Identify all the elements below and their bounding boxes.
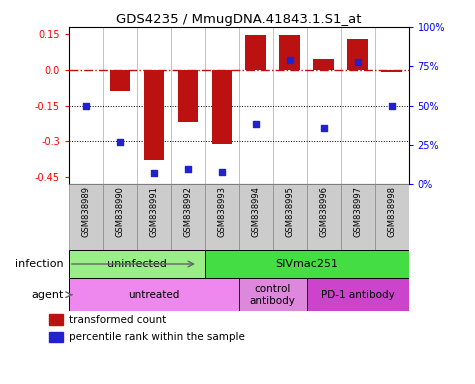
Bar (49, 332, 63, 342)
FancyBboxPatch shape (238, 278, 307, 311)
FancyBboxPatch shape (307, 184, 341, 250)
Text: GSM838991: GSM838991 (149, 186, 158, 237)
Bar (381, 70, 402, 72)
Text: infection: infection (16, 259, 64, 269)
Text: GSM838994: GSM838994 (251, 186, 260, 237)
Text: percentile rank within the sample: percentile rank within the sample (69, 332, 245, 342)
Bar (110, 70, 130, 91)
FancyBboxPatch shape (69, 250, 205, 278)
Text: PD-1 antibody: PD-1 antibody (321, 290, 394, 300)
FancyBboxPatch shape (69, 184, 103, 250)
Point (218, 169, 226, 175)
Point (252, 121, 259, 127)
Bar (178, 70, 198, 122)
Text: GSM838993: GSM838993 (217, 186, 226, 237)
Bar (211, 70, 232, 144)
FancyBboxPatch shape (238, 184, 273, 250)
Bar (143, 70, 164, 161)
Text: transformed count: transformed count (69, 314, 166, 325)
Text: uninfected: uninfected (107, 259, 167, 269)
FancyBboxPatch shape (69, 278, 238, 311)
Point (150, 170, 158, 176)
Text: GSM838996: GSM838996 (319, 186, 328, 237)
FancyBboxPatch shape (205, 184, 238, 250)
Text: untreated: untreated (128, 290, 180, 300)
Text: agent: agent (32, 290, 64, 300)
Point (116, 139, 124, 145)
Text: GSM838989: GSM838989 (81, 186, 90, 237)
FancyBboxPatch shape (205, 250, 408, 278)
Text: SIVmac251: SIVmac251 (275, 259, 338, 269)
Point (388, 103, 395, 109)
Point (82, 103, 90, 109)
Text: GSM838992: GSM838992 (183, 186, 192, 237)
FancyBboxPatch shape (374, 184, 408, 250)
Bar (314, 59, 334, 70)
Point (184, 166, 191, 172)
Bar (347, 39, 368, 70)
Text: GSM838998: GSM838998 (387, 186, 396, 237)
FancyBboxPatch shape (137, 184, 171, 250)
FancyBboxPatch shape (273, 184, 307, 250)
FancyBboxPatch shape (103, 184, 137, 250)
Point (286, 57, 294, 63)
Text: control
antibody: control antibody (250, 284, 295, 306)
FancyBboxPatch shape (307, 278, 408, 311)
Text: GSM838995: GSM838995 (285, 186, 294, 237)
FancyBboxPatch shape (341, 184, 374, 250)
Bar (49, 314, 63, 325)
Text: GSM838997: GSM838997 (353, 186, 362, 237)
Bar (246, 35, 266, 70)
Point (354, 58, 361, 65)
Text: GSM838990: GSM838990 (115, 186, 124, 237)
Bar (279, 35, 300, 70)
Point (320, 124, 327, 131)
FancyBboxPatch shape (171, 184, 205, 250)
Title: GDS4235 / MmugDNA.41843.1.S1_at: GDS4235 / MmugDNA.41843.1.S1_at (116, 13, 361, 26)
